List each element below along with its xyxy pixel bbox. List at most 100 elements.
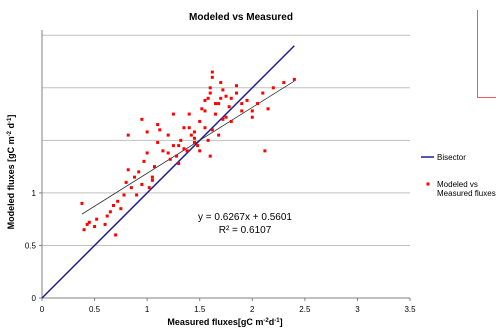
scatter-point <box>210 75 214 79</box>
bisector-line <box>41 45 295 299</box>
y-tick-label-0: 0 <box>32 294 37 303</box>
scatter-point <box>126 168 130 172</box>
scatter-point <box>203 109 207 113</box>
scatter-point <box>192 136 196 140</box>
scatter-point <box>221 88 225 92</box>
scatter-point <box>263 149 267 153</box>
scatter-point <box>192 130 196 134</box>
scatter-point <box>156 123 160 127</box>
scatter-point <box>206 96 210 100</box>
x-axis-label: Measured fluxes[gC m-2d-1] <box>167 317 282 327</box>
trendline <box>81 80 295 215</box>
y-ticks: 00.51 <box>25 189 42 303</box>
scatter-point <box>122 193 126 197</box>
x-tick-label-3: 1.5 <box>194 305 206 314</box>
scatter-point <box>229 119 233 123</box>
scatter-point <box>111 204 115 208</box>
scatter-point <box>145 151 149 155</box>
scatter-point <box>235 91 239 95</box>
x-tick-label-7: 3.5 <box>404 305 416 314</box>
scatter-point <box>166 151 170 155</box>
x-tick-label-5: 2.5 <box>299 305 311 314</box>
scatter-point <box>187 126 191 130</box>
scatter-point <box>137 170 141 174</box>
scatter-point <box>171 144 175 148</box>
x-tick-label-4: 2 <box>250 305 255 314</box>
scatter-point <box>108 210 112 214</box>
y-tick-label-2: 1 <box>32 189 37 198</box>
scatter-point <box>93 225 97 229</box>
scatter-point <box>145 130 149 134</box>
bisector-series <box>41 45 295 299</box>
scatter-point <box>95 217 99 221</box>
scatter-point <box>203 126 207 130</box>
scatter-point <box>198 119 202 123</box>
scatter-point <box>256 102 260 106</box>
scatter-point <box>177 144 181 148</box>
corner-box <box>477 10 496 98</box>
scatter-point <box>153 165 157 169</box>
scatter-point <box>221 117 225 121</box>
chart-title: Modeled vs Measured <box>189 12 293 23</box>
scatter-point <box>200 107 204 111</box>
scatter-point <box>261 91 265 95</box>
scatter-point <box>210 128 214 132</box>
r-squared-label: R² = 0.6107 <box>219 225 272 236</box>
legend-bisector-label: Bisector <box>437 153 466 162</box>
trendline-equation: y = 0.6267x + 0.5601 <box>198 212 292 223</box>
scatter-point <box>203 98 207 102</box>
scatter-point <box>229 96 233 100</box>
scatter-point <box>114 233 118 237</box>
scatter-point <box>266 107 270 111</box>
scatter-point <box>208 154 212 158</box>
scatter-point <box>182 126 186 130</box>
legend-scatter-label-1: Modeled vs <box>437 180 478 189</box>
scatter-point <box>219 81 223 85</box>
y-axis-label: Modeled fluxes [gC m-2 d-1] <box>6 115 16 230</box>
scatter-point <box>196 144 200 148</box>
scatter-point <box>213 102 217 106</box>
x-tick-label-0: 0 <box>40 305 45 314</box>
legend-scatter-label-2: Measured fluxes <box>437 189 496 198</box>
scatter-point <box>80 201 84 205</box>
y-tick-label-1: 0.5 <box>25 241 37 250</box>
scatter-point <box>250 109 254 113</box>
scatter-point <box>158 128 162 132</box>
scatter-point <box>156 140 160 144</box>
x-tick-label-2: 1 <box>145 305 150 314</box>
scatter-point <box>140 117 144 121</box>
scatter-point <box>250 115 254 119</box>
scatter-point <box>182 147 186 151</box>
scatter-point <box>126 133 130 137</box>
scatter-point <box>187 112 191 116</box>
scatter-point <box>206 138 210 142</box>
scatter-point <box>210 70 214 74</box>
scatter-series <box>80 70 296 237</box>
trendline-series <box>81 80 295 215</box>
scatter-point <box>271 86 275 90</box>
scatter-point <box>208 86 212 90</box>
scatter-point <box>245 98 249 102</box>
x-tick-label-1: 0.5 <box>89 305 101 314</box>
scatter-point <box>213 112 217 116</box>
scatter-point <box>198 149 202 153</box>
scatter-point <box>224 94 228 98</box>
scatter-point <box>177 161 181 165</box>
scatter-point <box>240 109 244 113</box>
scatter-point <box>85 222 89 226</box>
scatter-point <box>227 105 231 109</box>
scatter-point <box>168 157 172 161</box>
scatter-point <box>119 207 123 211</box>
scatter-point <box>150 175 154 179</box>
scatter-point <box>82 228 86 232</box>
scatter-point <box>179 138 183 142</box>
scatter-point <box>129 186 133 190</box>
x-ticks: 0 0.5 1 1.5 2 2.5 3 3.5 <box>40 298 416 314</box>
scatter-point <box>208 91 212 95</box>
legend-scatter-swatch <box>426 182 430 186</box>
scatter-point <box>224 115 228 119</box>
scatter-point <box>171 112 175 116</box>
scatter-point <box>103 222 107 226</box>
scatter-point <box>217 102 221 106</box>
